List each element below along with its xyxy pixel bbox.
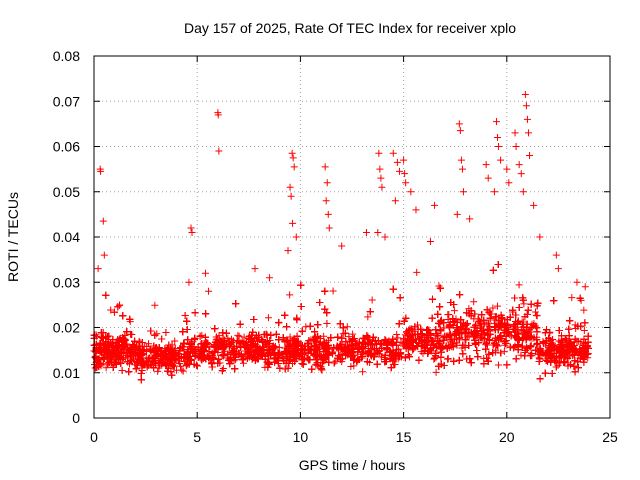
data-point: [286, 333, 294, 341]
points-layer: [90, 90, 592, 384]
data-point: [345, 333, 353, 341]
data-point: [347, 362, 355, 370]
data-point: [417, 348, 425, 356]
data-point: [580, 327, 588, 335]
data-point: [145, 340, 153, 348]
data-point: [580, 306, 588, 314]
data-point: [394, 334, 402, 342]
data-point: [364, 313, 372, 321]
data-point: [494, 361, 502, 369]
grid-layer: [94, 56, 610, 418]
data-point: [275, 343, 283, 351]
data-point: [179, 367, 187, 375]
data-point: [500, 347, 508, 355]
data-point: [445, 310, 453, 318]
data-point: [173, 366, 181, 374]
data-point: [329, 287, 337, 295]
data-point: [450, 307, 458, 315]
data-point: [264, 314, 272, 322]
data-point: [492, 348, 500, 356]
data-point: [432, 368, 440, 376]
data-point: [302, 323, 310, 331]
data-point: [368, 296, 376, 304]
data-point: [343, 323, 351, 331]
data-point: [515, 281, 523, 289]
data-point: [107, 306, 115, 314]
data-point: [413, 268, 421, 276]
chart-title: Day 157 of 2025, Rate Of TEC Index for r…: [184, 20, 516, 36]
data-point: [177, 362, 185, 370]
data-point: [359, 368, 367, 376]
data-point: [393, 331, 401, 339]
data-point: [286, 291, 294, 299]
data-point: [470, 298, 478, 306]
data-point: [234, 331, 242, 339]
data-point: [154, 367, 162, 375]
data-point: [493, 302, 501, 310]
data-point: [531, 322, 539, 330]
data-point: [517, 351, 525, 359]
data-point: [532, 311, 540, 319]
data-point: [151, 301, 159, 309]
data-point: [401, 331, 409, 339]
data-point: [568, 294, 576, 302]
data-point: [198, 331, 206, 339]
data-point: [533, 339, 541, 347]
data-point: [102, 364, 110, 372]
data-point: [171, 337, 179, 345]
data-point: [489, 304, 497, 312]
data-point: [153, 330, 161, 338]
